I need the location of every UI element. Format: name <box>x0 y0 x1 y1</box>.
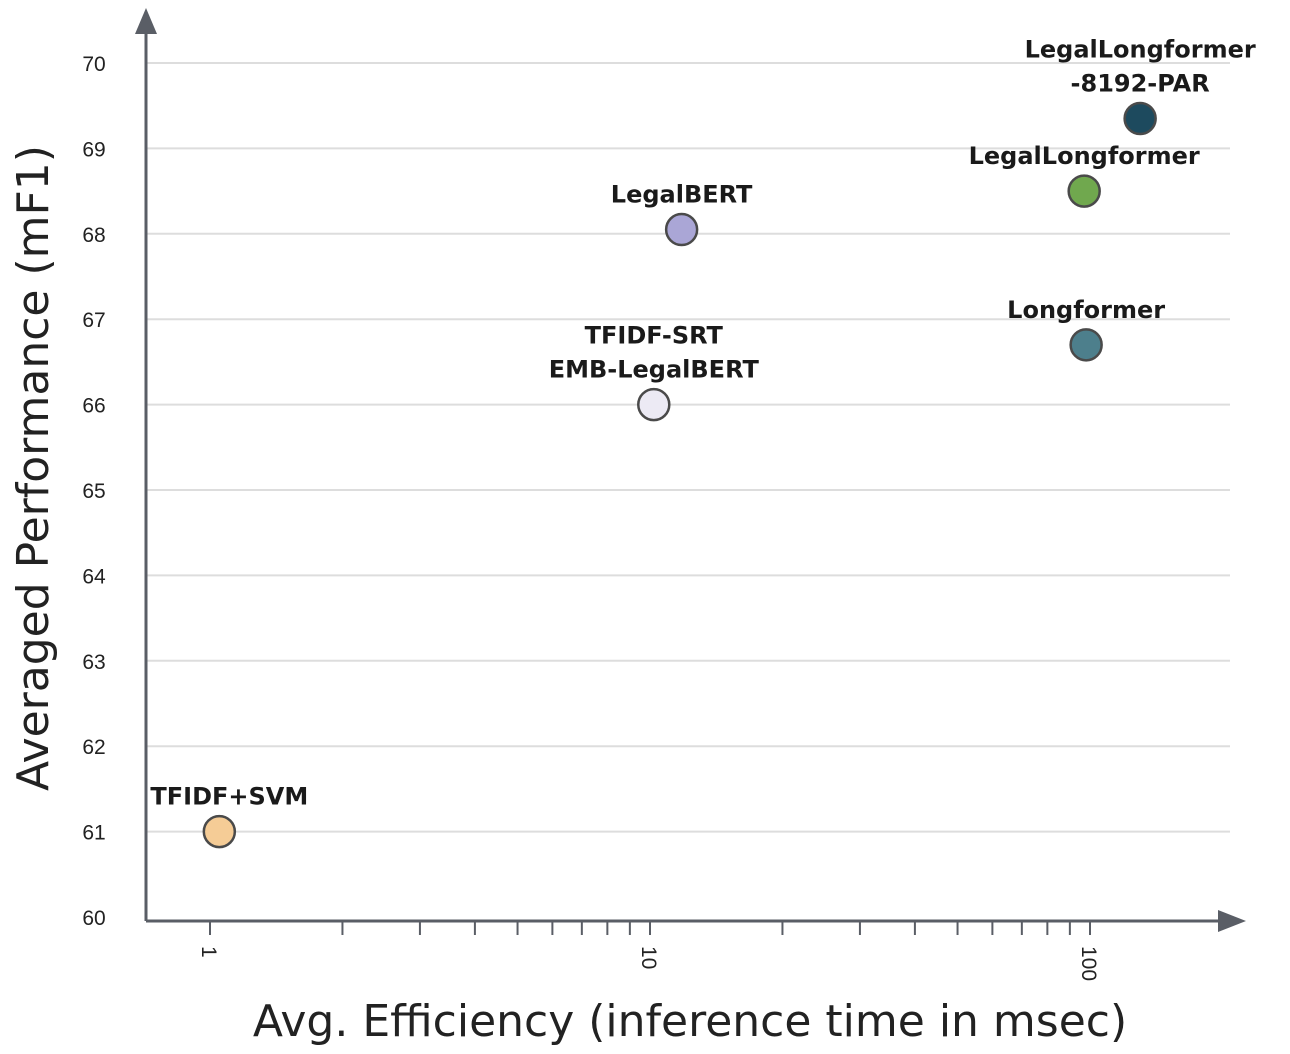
y-tick-label-70: 70 <box>82 53 105 76</box>
y-tick-labels: 60 61 62 63 64 65 66 67 68 69 70 <box>82 53 106 930</box>
x-axis-arrow <box>1218 910 1246 932</box>
y-tick-label-62: 62 <box>82 736 105 759</box>
y-tick-label-65: 65 <box>82 480 105 503</box>
point-label: LegalLongformer <box>1025 36 1256 64</box>
point-label: -8192-PAR <box>1071 70 1210 98</box>
data-point-longformer <box>1069 328 1103 362</box>
point-label: LegalBERT <box>611 181 753 209</box>
y-tick-label-68: 68 <box>82 224 105 247</box>
x-tick-label-100: 100 <box>1077 946 1100 981</box>
point-labels: TFIDF+SVM TFIDF-SRT EMB-LegalBERT LegalBERT… <box>150 36 1255 811</box>
y-tick-label-64: 64 <box>82 565 106 588</box>
point-label: EMB-LegalBERT <box>549 356 760 384</box>
y-tick-label-69: 69 <box>82 138 105 161</box>
data-points <box>202 101 1157 849</box>
y-tick-label-63: 63 <box>82 651 105 674</box>
data-point-tfidf-svm <box>202 814 237 849</box>
x-tick-label-10: 10 <box>637 946 660 969</box>
x-ticks: 1 10 100 <box>197 921 1100 981</box>
point-label: TFIDF+SVM <box>150 783 308 811</box>
x-tick-label-1: 1 <box>197 946 220 958</box>
point-label: LegalLongformer <box>969 142 1200 170</box>
y-tick-label-66: 66 <box>82 395 105 418</box>
data-point-tfidf-srt-emb-legalbert <box>637 387 671 422</box>
point-label: TFIDF-SRT <box>585 322 724 350</box>
axes <box>135 8 1246 932</box>
y-tick-label-67: 67 <box>82 309 105 332</box>
grid-lines <box>146 62 1230 833</box>
data-point-legalbert <box>664 212 699 247</box>
y-axis-label: Averaged Performance (mF1) <box>8 145 59 791</box>
y-axis-arrow <box>135 8 157 34</box>
y-tick-label-60: 60 <box>82 907 105 930</box>
point-label: Longformer <box>1007 296 1165 324</box>
y-tick-label-61: 61 <box>82 822 105 845</box>
x-axis-label: Avg. Efficiency (inference time in msec) <box>253 996 1127 1047</box>
data-point-legallongformer-8192-par <box>1123 101 1157 136</box>
data-point-legallongformer <box>1067 174 1101 208</box>
